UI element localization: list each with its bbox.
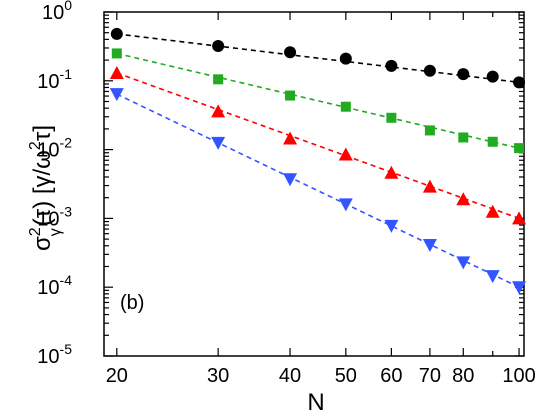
y-tick-label: 10-1: [37, 66, 72, 93]
y-tick-label: 100: [42, 0, 72, 24]
data-point-series-1: [212, 40, 225, 53]
x-tick-label: 50: [335, 365, 357, 387]
data-point-series-3: [384, 165, 399, 179]
data-point-series-4: [485, 270, 500, 284]
fit-line-series-1: [116, 33, 520, 84]
fit-line-series-2: [116, 52, 520, 149]
data-point-series-3: [338, 147, 353, 161]
data-point-series-3: [456, 192, 471, 206]
data-point-series-2: [458, 132, 469, 143]
fit-lines: [116, 33, 520, 288]
y-axis-title: σ2 γ(τ) [γ/ω2τ]: [27, 125, 64, 251]
plot-frame: [103, 11, 525, 357]
data-point-series-4: [211, 136, 226, 150]
data-point-series-3: [512, 211, 527, 225]
x-axis-title: N: [307, 389, 324, 416]
data-point-series-4: [422, 239, 437, 253]
data-point-series-3: [283, 131, 298, 145]
data-point-series-2: [340, 101, 351, 112]
data-markers: [109, 27, 527, 295]
fit-line-series-3: [116, 72, 520, 220]
axes: 20 30 40 50 60 70 80 100 10-5 10-4 10-3 10-2 10-1 100: [37, 0, 535, 387]
x-tick-label: 60: [380, 365, 402, 387]
x-tick-label: 100: [502, 365, 535, 387]
data-point-series-3: [109, 65, 124, 79]
data-point-series-3: [422, 179, 437, 193]
data-point-series-1: [284, 46, 297, 59]
data-point-series-2: [111, 48, 122, 59]
data-point-series-2: [487, 136, 498, 147]
x-tick-label: 20: [106, 365, 128, 387]
data-point-series-2: [424, 125, 435, 136]
data-point-series-1: [457, 68, 470, 81]
data-point-series-4: [384, 219, 399, 233]
x-tick-label: 70: [419, 365, 441, 387]
data-point-series-2: [514, 143, 525, 154]
fit-line-series-4: [116, 93, 520, 288]
data-point-series-4: [512, 281, 527, 295]
data-point-series-1: [486, 70, 499, 83]
data-point-series-3: [211, 104, 226, 118]
y-tick-label: 10-3: [37, 203, 72, 230]
y-tick-label: 10-2: [37, 135, 72, 162]
data-point-series-1: [339, 52, 352, 65]
data-point-series-3: [485, 204, 500, 218]
data-point-series-4: [109, 88, 124, 102]
data-point-series-1: [513, 76, 526, 89]
x-tick-label: 80: [452, 365, 474, 387]
x-tick-label: 40: [279, 365, 301, 387]
y-tick-label: 10-4: [37, 272, 72, 299]
data-point-series-2: [213, 74, 224, 85]
data-point-series-2: [285, 90, 296, 101]
data-point-series-1: [385, 59, 398, 72]
y-tick-label: 10-5: [37, 341, 72, 368]
x-tick-label: 30: [207, 365, 229, 387]
data-point-series-4: [283, 173, 298, 187]
data-point-series-4: [338, 198, 353, 212]
data-point-series-2: [386, 112, 397, 123]
data-point-series-4: [456, 256, 471, 270]
data-point-series-1: [110, 27, 123, 40]
panel-label: (b): [120, 292, 144, 314]
data-point-series-1: [423, 64, 436, 77]
